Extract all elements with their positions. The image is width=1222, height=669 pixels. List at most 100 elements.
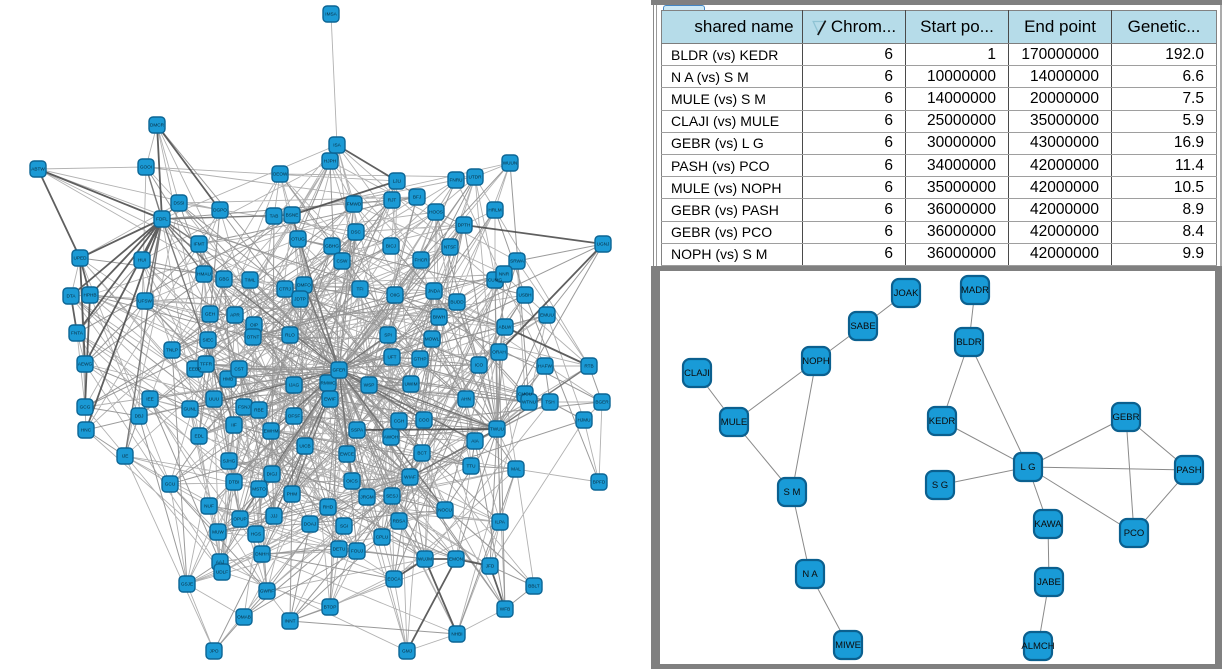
svg-text:ISA: ISA [333,143,341,148]
svg-text:CGH: CGH [394,419,404,424]
svg-text:OICS: OICS [346,479,357,484]
svg-text:FNRU: FNRU [449,178,463,183]
svg-text:IMSA: IMSA [325,12,337,17]
svg-text:BIWH: BIWH [433,315,445,320]
svg-text:BSNE: BSNE [286,213,299,218]
svg-text:GBHG: GBHG [325,244,339,249]
svg-text:IJE: IJE [122,454,129,459]
svg-text:SIEC: SIEC [203,338,215,343]
svg-text:DTA: DTA [66,294,76,299]
svg-text:SGI: SGI [340,524,348,529]
svg-text:LJLI: LJLI [393,179,402,184]
svg-text:MAL: MAL [511,467,521,472]
svg-text:OFSF: OFSF [288,414,301,419]
svg-text:EDL: EDL [194,434,204,439]
svg-text:WUUN: WUUN [503,161,518,166]
svg-text:GEBR: GEBR [1113,412,1140,423]
svg-text:BLDR: BLDR [956,337,981,348]
svg-text:CSW: CSW [337,259,349,264]
svg-text:MULE: MULE [721,417,747,428]
svg-text:GEH: GEH [205,312,215,317]
svg-text:BPFD: BPFD [593,480,606,485]
svg-text:FMWD: FMWD [347,202,362,207]
svg-text:EWIF: EWIF [324,397,336,402]
svg-text:EWCE: EWCE [340,452,354,457]
svg-text:GTHP: GTHP [413,357,426,362]
svg-text:GUNL: GUNL [183,407,196,412]
svg-text:ABTW: ABTW [31,167,45,172]
svg-text:UDLF: UDLF [216,570,228,575]
svg-text:OIIG: OIIG [390,293,400,298]
svg-text:HJMU: HJMU [577,418,591,423]
svg-text:OPUP: OPUP [233,517,246,522]
svg-text:SESJ: SESJ [386,494,398,499]
svg-text:RMWC: RMWC [320,381,336,386]
svg-text:DETU: DETU [333,547,346,552]
svg-text:SRWA: SRWA [510,259,525,264]
svg-text:BBLT: BBLT [528,584,540,589]
svg-text:APR: APR [230,313,240,318]
svg-text:ICO: ICO [475,363,484,368]
svg-text:USBH: USBH [518,293,531,298]
svg-text:CPLU: CPLU [376,535,389,540]
svg-text:DTBI: DTBI [229,480,240,485]
svg-text:DMCR: DMCR [150,123,165,128]
svg-text:GFER: GFER [332,368,346,373]
svg-text:L G: L G [1021,462,1036,473]
svg-text:HMB: HMB [223,377,233,382]
svg-text:NNR: NNR [499,272,510,277]
svg-text:HMAU: HMAU [197,272,211,277]
svg-text:EMON: EMON [449,557,463,562]
svg-text:RJT: RJT [388,198,397,203]
svg-text:DSSI: DSSI [174,201,185,206]
svg-text:RBE: RBE [254,408,264,413]
svg-text:WUJM: WUJM [418,557,432,562]
svg-text:FNTA: FNTA [71,331,84,336]
svg-text:AIA: AIA [471,439,479,444]
svg-text:UUU: UUU [209,397,220,402]
svg-text:DPTH: DPTH [458,223,471,228]
svg-text:IFMT: IFMT [194,242,205,247]
svg-text:TWUU: TWUU [490,427,505,432]
svg-text:SPI: SPI [384,333,392,338]
svg-text:AWOH: AWOH [384,435,398,440]
svg-text:FDFL: FDFL [156,217,168,222]
svg-text:S G: S G [932,480,948,491]
svg-text:MUW: MUW [212,530,224,535]
svg-text:DSC: DSC [351,230,362,235]
svg-text:TNLP: TNLP [166,348,178,353]
svg-text:ALMCH: ALMCH [1021,641,1054,652]
svg-text:PASH: PASH [1176,465,1201,476]
svg-text:HOOS: HOOS [429,210,443,215]
svg-text:RBSA: RBSA [393,519,407,524]
svg-text:HPHB: HPHB [83,293,96,298]
svg-text:UWIM: UWIM [404,382,417,387]
svg-text:JRGM: JRGM [360,495,373,500]
svg-text:HGS: HGS [251,532,261,537]
svg-text:CTRJ: CTRJ [279,287,291,292]
svg-text:JABE: JABE [1037,577,1061,588]
svg-text:BCT: BCT [417,451,427,456]
svg-text:JPO: JPO [209,649,218,654]
svg-text:OIP: OIP [250,323,258,328]
svg-text:CUMG: CUMG [488,278,503,283]
svg-text:CMCU: CMCU [518,392,533,397]
svg-text:S M: S M [784,487,801,498]
svg-text:N A: N A [802,569,818,580]
svg-text:GCG: GCG [80,405,91,410]
svg-text:JOAK: JOAK [894,288,919,299]
svg-text:HRLM: HRLM [488,208,501,213]
svg-text:UICB: UICB [299,444,310,449]
svg-text:ORAH: ORAH [492,350,506,355]
svg-text:IEE: IEE [146,397,154,402]
svg-text:SSPA: SSPA [351,428,364,433]
svg-text:ILPA: ILPA [495,520,506,525]
svg-text:DNHH: DNHH [255,552,269,557]
svg-text:RLO: RLO [285,333,295,338]
svg-text:BGER: BGER [595,400,609,405]
svg-text:UTDR: UTDR [468,175,482,180]
svg-text:EWHM: EWHM [264,429,279,434]
svg-text:HNC: HNC [81,428,92,433]
svg-text:TTU: TTU [466,464,476,469]
svg-text:DOAJ: DOAJ [304,522,317,527]
